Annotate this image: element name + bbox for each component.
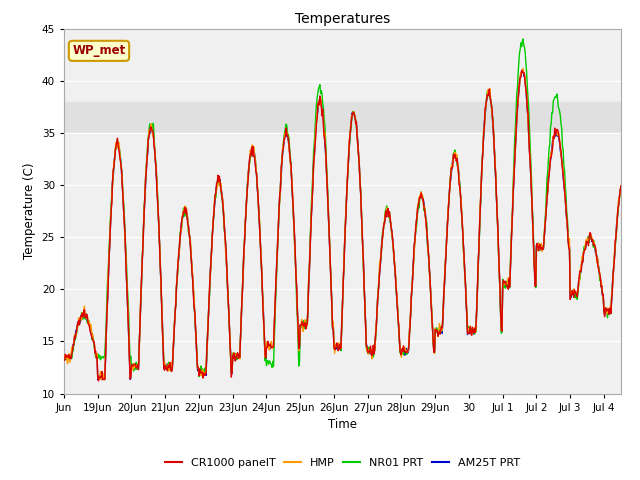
Line: AM25T PRT: AM25T PRT [64, 70, 621, 380]
HMP [60, 353, 68, 359]
CR1000 panelT [81, 314, 89, 320]
NR01 PRT [60, 354, 68, 360]
CR1000 panelT [502, 282, 510, 288]
AM25T PRT [254, 195, 262, 201]
AM25T PRT [81, 313, 89, 319]
Y-axis label: Temperature (C): Temperature (C) [23, 163, 36, 260]
AM25T PRT [60, 356, 68, 362]
HMP [445, 200, 452, 206]
HMP [602, 307, 609, 313]
CR1000 panelT [518, 67, 525, 73]
HMP [254, 192, 262, 197]
NR01 PRT [131, 363, 138, 369]
CR1000 panelT [445, 203, 452, 208]
NR01 PRT [617, 183, 625, 189]
AM25T PRT [502, 284, 510, 289]
AM25T PRT [617, 186, 625, 192]
AM25T PRT [445, 203, 452, 209]
AM25T PRT [602, 308, 609, 314]
CR1000 panelT [602, 305, 609, 311]
CR1000 panelT [131, 361, 139, 367]
X-axis label: Time: Time [328, 418, 357, 431]
CR1000 panelT [254, 193, 262, 199]
NR01 PRT [602, 310, 609, 315]
Bar [64, 102, 621, 133]
NR01 PRT [519, 36, 527, 42]
NR01 PRT [195, 373, 203, 379]
HMP [131, 363, 139, 369]
Line: NR01 PRT: NR01 PRT [64, 39, 621, 376]
AM25T PRT [94, 377, 102, 383]
Text: WP_met: WP_met [72, 44, 125, 57]
NR01 PRT [81, 316, 89, 322]
HMP [502, 279, 510, 285]
NR01 PRT [254, 192, 262, 198]
HMP [617, 185, 625, 191]
AM25T PRT [131, 363, 139, 369]
Legend: CR1000 panelT, HMP, NR01 PRT, AM25T PRT: CR1000 panelT, HMP, NR01 PRT, AM25T PRT [161, 454, 524, 473]
Line: HMP: HMP [64, 69, 621, 380]
NR01 PRT [445, 203, 452, 209]
NR01 PRT [502, 278, 510, 284]
HMP [97, 377, 105, 383]
AM25T PRT [519, 67, 527, 72]
CR1000 panelT [617, 183, 625, 189]
CR1000 panelT [60, 358, 68, 363]
HMP [519, 66, 527, 72]
CR1000 panelT [95, 378, 102, 384]
Title: Temperatures: Temperatures [295, 12, 390, 26]
Line: CR1000 panelT: CR1000 panelT [64, 70, 621, 381]
HMP [81, 312, 89, 317]
